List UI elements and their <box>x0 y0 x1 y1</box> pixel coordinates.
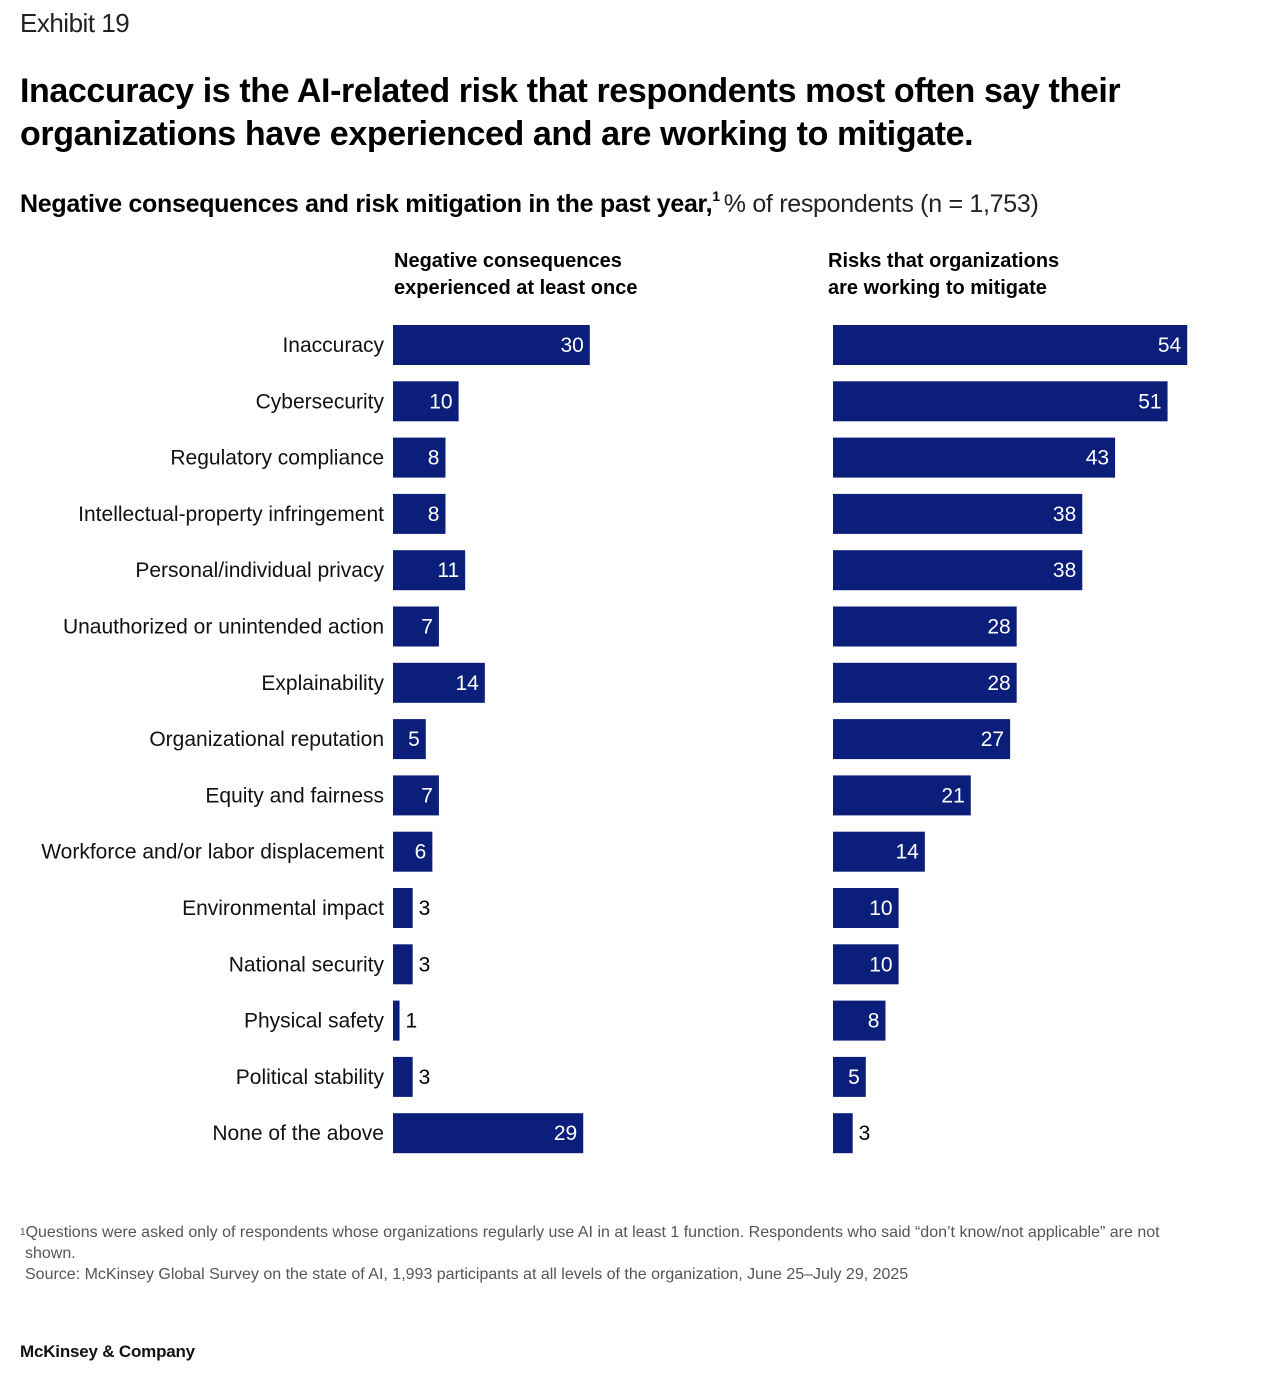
column-header-line: experienced at least once <box>394 277 638 299</box>
subtitle-unit: % of respondents (n = 1,753) <box>723 190 1039 218</box>
column-header-line: Negative consequences <box>394 250 622 272</box>
category-label: Intellectual-property infringement <box>78 503 384 526</box>
bar-mitigation <box>833 662 1017 703</box>
category-label: Unauthorized or unintended action <box>63 616 384 639</box>
category-label: Explainability <box>261 672 384 695</box>
bar-mitigation <box>833 493 1083 534</box>
bar-mitigation <box>833 325 1188 365</box>
brand-logo-text: McKinsey & Company <box>20 1342 195 1361</box>
data-label-consequences: 6 <box>415 841 427 864</box>
category-label: Environmental impact <box>182 897 384 920</box>
bar-mitigation <box>833 831 925 872</box>
data-label-mitigation: 21 <box>941 784 964 807</box>
data-label-consequences: 7 <box>421 616 433 639</box>
bar-mitigation <box>833 1056 866 1097</box>
category-label: Inaccuracy <box>282 334 384 357</box>
bar-consequences <box>393 437 446 478</box>
bar-mitigation <box>833 381 1168 422</box>
data-label-consequences: 3 <box>419 953 431 976</box>
data-label-mitigation: 51 <box>1138 390 1161 413</box>
bar-mitigation <box>833 606 1017 647</box>
data-label-consequences: 5 <box>408 728 420 751</box>
data-label-mitigation: 43 <box>1086 447 1109 470</box>
data-label-consequences: 11 <box>437 559 459 582</box>
bar-consequences <box>393 1113 584 1154</box>
subtitle-bold: Negative consequences and risk mitigatio… <box>20 190 713 218</box>
bar-mitigation <box>833 775 971 816</box>
subtitle-footnote-mark: 1 <box>712 188 720 204</box>
footnote-text: Questions were asked only of respondents… <box>25 1224 1160 1241</box>
data-label-mitigation: 8 <box>868 1010 880 1033</box>
data-label-consequences: 3 <box>419 897 431 920</box>
bar-consequences <box>393 493 446 534</box>
column-header-line: Risks that organizations <box>828 250 1060 272</box>
data-label-consequences: 14 <box>455 672 479 695</box>
bar-consequences <box>393 662 485 703</box>
bar-consequences <box>393 831 433 872</box>
data-label-consequences: 29 <box>554 1122 577 1145</box>
bar-mitigation <box>833 888 899 928</box>
data-label-mitigation: 5 <box>848 1066 860 1089</box>
bar-consequences <box>393 550 466 591</box>
data-label-mitigation: 28 <box>987 672 1010 695</box>
bar-mitigation <box>833 1000 886 1041</box>
bar-mitigation <box>833 550 1083 591</box>
bar-consequences <box>393 944 413 985</box>
data-label-consequences: 1 <box>406 1010 418 1033</box>
data-label-mitigation: 38 <box>1053 503 1076 526</box>
headline: Inaccuracy is the AI-related risk that r… <box>20 72 1121 153</box>
category-label: None of the above <box>212 1122 384 1145</box>
category-label: Organizational reputation <box>149 728 384 751</box>
data-label-consequences: 8 <box>428 447 440 470</box>
data-label-mitigation: 3 <box>859 1122 871 1145</box>
category-label: Regulatory compliance <box>170 447 384 470</box>
data-label-mitigation: 10 <box>869 953 892 976</box>
data-label-consequences: 7 <box>421 784 433 807</box>
bar-consequences <box>393 719 426 760</box>
bar-consequences <box>393 775 439 816</box>
footnote-mark: 1 <box>20 1227 26 1238</box>
category-label: Workforce and/or labor displacement <box>41 841 384 864</box>
bar-consequences <box>393 1056 413 1097</box>
category-label: Political stability <box>236 1066 385 1089</box>
bar-mitigation <box>833 1113 853 1154</box>
column-header-consequences: Negative consequences experienced at lea… <box>394 248 694 302</box>
bar-mitigation <box>833 944 899 985</box>
column-header-line: are working to mitigate <box>828 277 1047 299</box>
category-label: Equity and fairness <box>205 784 384 807</box>
category-label: National security <box>229 953 385 976</box>
data-label-mitigation: 14 <box>895 841 919 864</box>
category-label: Cybersecurity <box>256 390 385 413</box>
category-label: Personal/individual privacy <box>135 559 384 582</box>
bar-consequences <box>393 888 413 928</box>
data-label-mitigation: 10 <box>869 897 892 920</box>
data-label-consequences: 10 <box>429 390 452 413</box>
data-label-consequences: 30 <box>560 334 583 357</box>
data-label-mitigation: 27 <box>981 728 1004 751</box>
chart-subtitle: Negative consequences and risk mitigatio… <box>20 188 1039 219</box>
data-label-consequences: 8 <box>428 503 440 526</box>
footnote-text-continued: shown. <box>25 1245 76 1262</box>
bar-consequences <box>393 381 459 422</box>
category-label: Physical safety <box>244 1010 385 1033</box>
data-label-mitigation: 38 <box>1053 559 1076 582</box>
bar-consequences <box>393 1000 400 1041</box>
footnote: 1Questions were asked only of respondent… <box>20 1222 1282 1285</box>
column-header-mitigation: Risks that organizations are working to … <box>828 248 1128 302</box>
bar-consequences <box>393 325 590 365</box>
data-label-consequences: 3 <box>419 1066 431 1089</box>
exhibit-label: Exhibit 19 <box>20 8 130 38</box>
source-note: Source: McKinsey Global Survey on the st… <box>25 1266 909 1283</box>
bar-mitigation <box>833 719 1011 760</box>
data-label-mitigation: 28 <box>987 616 1010 639</box>
bar-consequences <box>393 606 439 647</box>
data-label-mitigation: 54 <box>1158 334 1182 357</box>
bar-mitigation <box>833 437 1116 478</box>
